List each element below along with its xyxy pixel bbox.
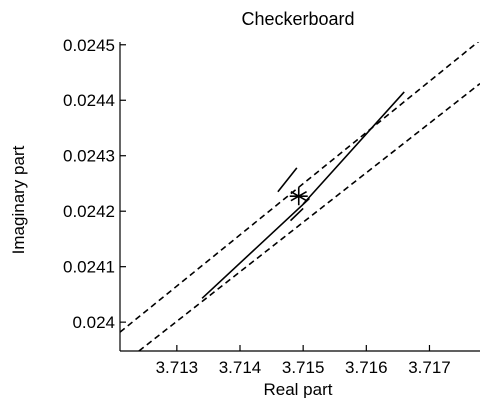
- x-tick-label: 3.715: [282, 358, 325, 377]
- y-tick-label: 0.0244: [63, 91, 115, 110]
- y-axis-label: Imaginary part: [9, 145, 28, 254]
- x-tick-label: 3.714: [219, 358, 262, 377]
- x-tick-label: 3.713: [156, 358, 199, 377]
- plot-area: [120, 42, 480, 351]
- solid-segment-line-5: [302, 91, 405, 205]
- axes: 3.713 3.714 3.715 3.716 3.717 0.024 0.0241 0.02…: [63, 36, 480, 377]
- solid-segment-line-3: [201, 197, 311, 299]
- x-axis-label: Real part: [264, 380, 333, 398]
- chart-title: Checkerboard: [241, 9, 354, 29]
- y-tick-label: 0.024: [72, 313, 115, 332]
- solid-segment-line-4: [277, 167, 298, 193]
- x-tick-label: 3.716: [345, 358, 388, 377]
- y-tick-label: 0.0243: [63, 147, 115, 166]
- x-tick-label: 3.717: [408, 358, 451, 377]
- y-tick-label: 0.0242: [63, 202, 115, 221]
- dashed-boundary-line-1: [120, 42, 480, 333]
- y-tick-label: 0.0241: [63, 258, 115, 277]
- solid-segment-line-6: [289, 207, 304, 222]
- asterisk-marker: [289, 187, 308, 206]
- dashed-boundary-line-2: [138, 82, 480, 351]
- y-tick-label: 0.0245: [63, 36, 115, 55]
